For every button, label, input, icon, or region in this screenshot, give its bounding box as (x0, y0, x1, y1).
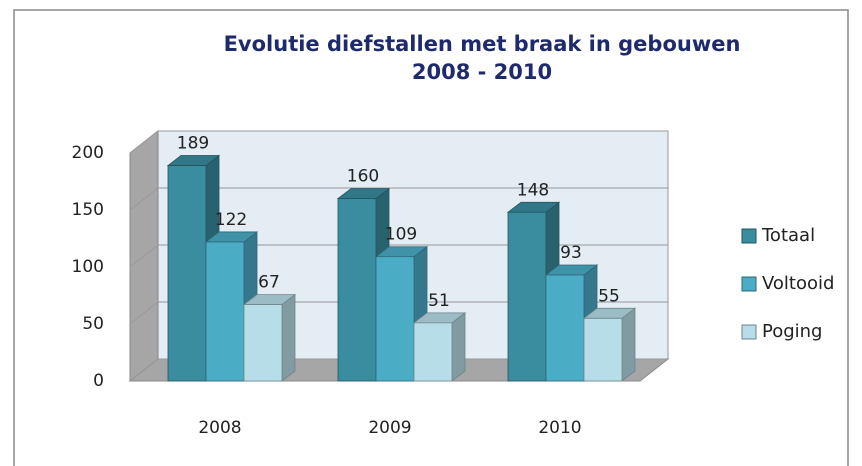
data-label: 67 (258, 273, 280, 293)
y-tick-label: 50 (82, 314, 104, 334)
bar-face (621, 307, 636, 382)
grid-line (129, 358, 668, 382)
bar-face (413, 322, 453, 382)
legend-swatch (741, 324, 757, 340)
x-tick-label: 2009 (368, 418, 411, 438)
chart-subtitle: 2008 - 2010 (412, 60, 552, 84)
bar-face (545, 274, 585, 382)
bar (242, 293, 297, 382)
bar-face (583, 317, 623, 382)
y-tick-label: 100 (72, 257, 104, 277)
legend-label: Voltooid (762, 273, 834, 294)
bar-face (451, 312, 466, 382)
legend-swatch (741, 228, 757, 244)
bar-face (205, 241, 245, 382)
grid-line (129, 301, 668, 325)
chart-title: Evolutie diefstallen met braak in gebouw… (224, 32, 741, 56)
legend-label: Totaal (761, 225, 815, 246)
data-label: 189 (177, 134, 209, 154)
y-tick-label: 150 (72, 200, 104, 220)
bar (582, 307, 637, 382)
legend-swatch (741, 276, 757, 292)
data-label: 148 (517, 180, 549, 200)
bar (412, 312, 467, 382)
bar-face (281, 293, 296, 382)
data-label: 122 (215, 210, 247, 230)
grid-line (129, 187, 668, 211)
data-label: 93 (560, 243, 582, 263)
bar-face (507, 211, 547, 382)
bar-face (375, 256, 415, 382)
x-tick-label: 2010 (538, 418, 581, 438)
data-label: 109 (385, 225, 417, 245)
y-tick-label: 0 (93, 371, 104, 391)
data-label: 55 (598, 286, 620, 306)
legend-label: Poging (762, 321, 823, 342)
bar-face (243, 304, 283, 382)
y-tick-label: 200 (72, 143, 104, 163)
grid-line (129, 244, 668, 268)
data-label: 160 (347, 167, 379, 187)
x-tick-label: 2008 (198, 418, 241, 438)
grid-line (129, 130, 668, 154)
bar-face (337, 198, 377, 382)
data-label: 51 (428, 291, 450, 311)
bar-face (167, 165, 207, 382)
